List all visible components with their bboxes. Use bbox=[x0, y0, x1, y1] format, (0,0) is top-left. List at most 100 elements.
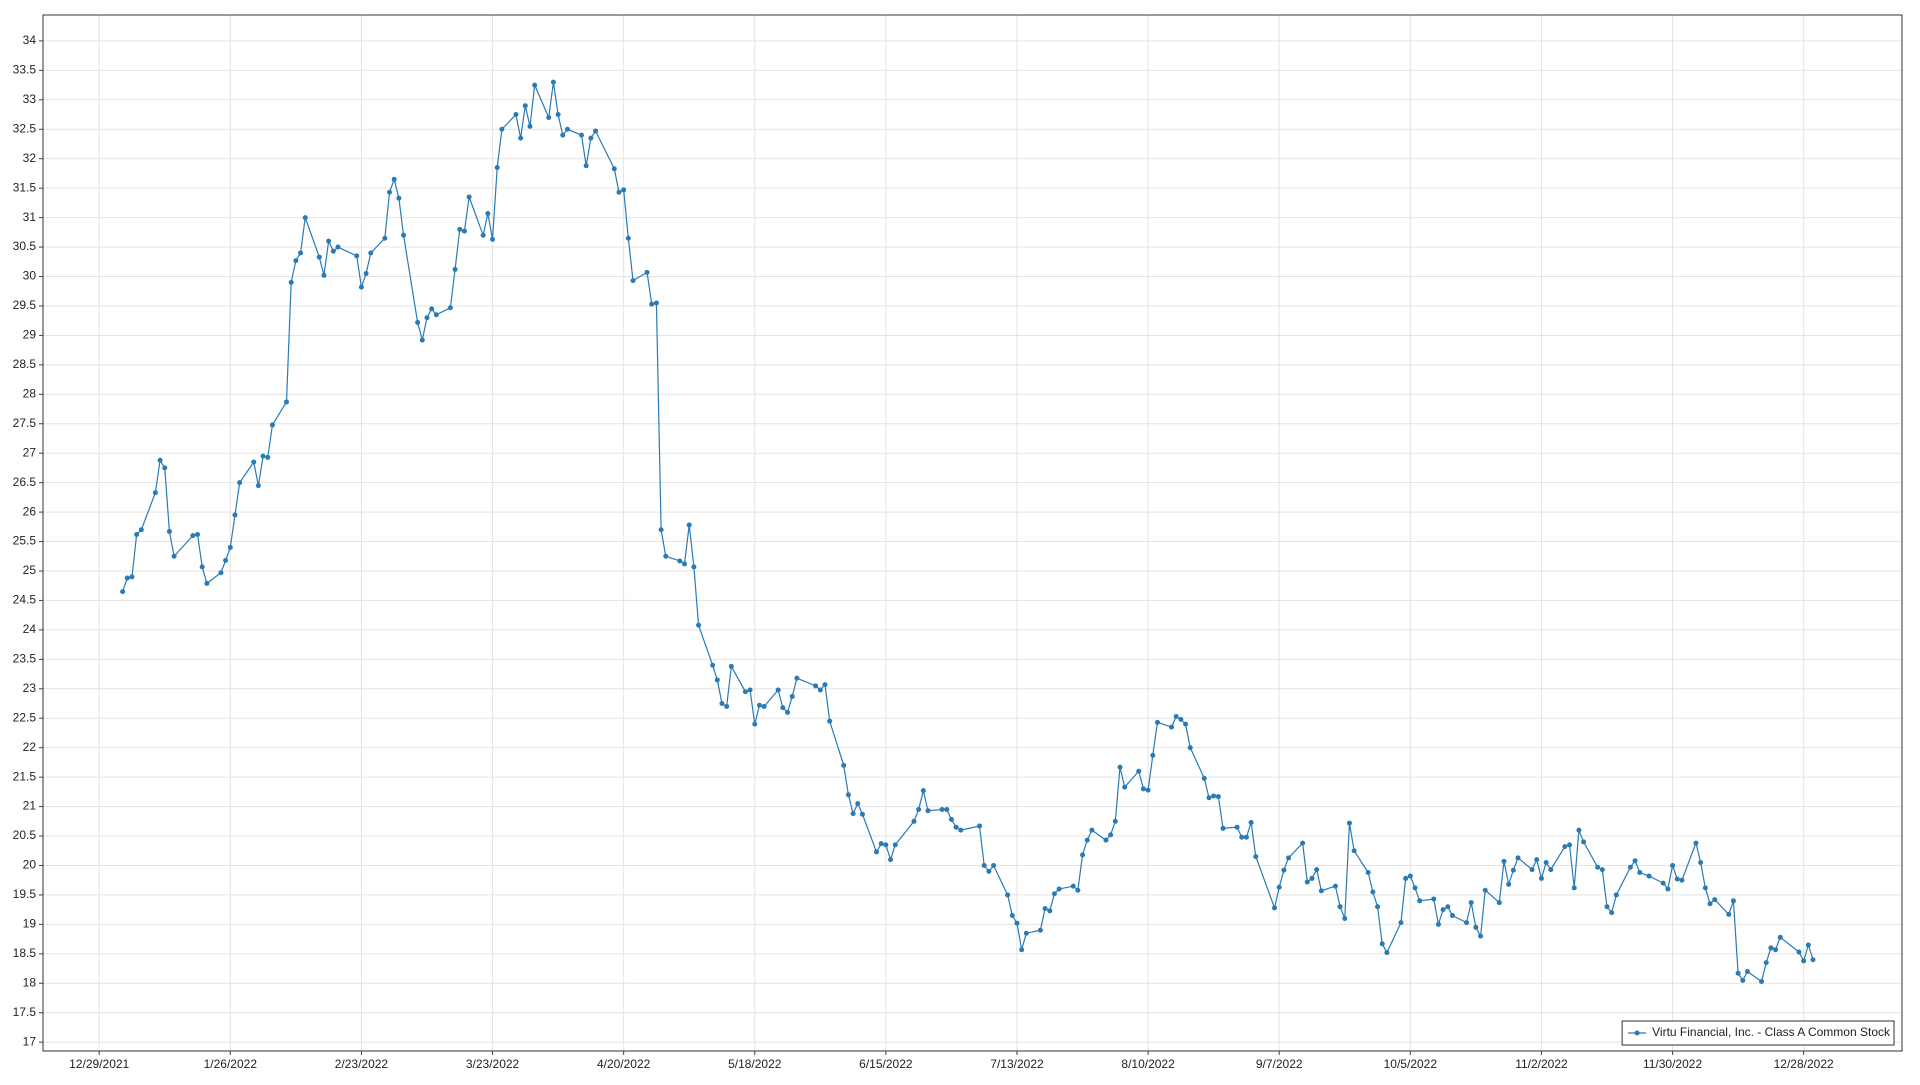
data-point bbox=[1384, 950, 1390, 956]
data-point bbox=[1412, 885, 1418, 891]
data-point bbox=[461, 228, 467, 234]
data-point bbox=[986, 868, 992, 874]
data-point bbox=[878, 841, 884, 847]
data-point bbox=[232, 512, 238, 518]
data-point bbox=[1646, 873, 1652, 879]
data-point bbox=[1318, 888, 1324, 894]
y-tick-label: 23 bbox=[23, 681, 37, 695]
data-point bbox=[518, 135, 524, 141]
data-point bbox=[981, 862, 987, 868]
data-point bbox=[1398, 920, 1404, 926]
data-point bbox=[424, 315, 430, 321]
data-point bbox=[1351, 848, 1357, 854]
data-point bbox=[1763, 960, 1769, 966]
data-point bbox=[204, 580, 210, 586]
data-point bbox=[1037, 927, 1043, 933]
x-tick-label: 6/15/2022 bbox=[859, 1057, 913, 1071]
y-tick-label: 25.5 bbox=[13, 534, 37, 548]
data-point bbox=[1342, 915, 1348, 921]
data-point bbox=[532, 82, 538, 88]
data-point bbox=[354, 253, 360, 259]
y-tick-label: 29 bbox=[23, 328, 37, 342]
y-tick-label: 26.5 bbox=[13, 475, 37, 489]
data-point bbox=[719, 701, 725, 707]
data-point bbox=[1005, 892, 1011, 898]
data-point bbox=[237, 480, 243, 486]
data-point bbox=[1403, 875, 1409, 881]
y-tick-label: 17 bbox=[23, 1034, 37, 1048]
data-point bbox=[883, 842, 889, 848]
legend-marker bbox=[1634, 1030, 1640, 1036]
data-point bbox=[742, 689, 748, 695]
data-point bbox=[789, 693, 795, 699]
data-point bbox=[649, 301, 655, 307]
data-point bbox=[916, 807, 922, 813]
data-point bbox=[218, 570, 224, 576]
y-tick-label: 25 bbox=[23, 563, 37, 577]
data-point bbox=[157, 457, 163, 463]
y-tick-label: 27.5 bbox=[13, 416, 37, 430]
data-point bbox=[1211, 793, 1217, 799]
data-point bbox=[991, 862, 997, 868]
y-tick-label: 19 bbox=[23, 917, 37, 931]
data-point bbox=[452, 266, 458, 272]
y-tick-label: 17.5 bbox=[13, 1005, 37, 1019]
data-point bbox=[977, 823, 983, 829]
data-point bbox=[1595, 864, 1601, 870]
data-point bbox=[1140, 786, 1146, 792]
data-point bbox=[1346, 820, 1352, 826]
y-tick-label: 20.5 bbox=[13, 828, 37, 842]
data-point bbox=[859, 811, 865, 817]
y-tick-label: 23.5 bbox=[13, 652, 37, 666]
data-point bbox=[358, 284, 364, 290]
data-point bbox=[1169, 724, 1175, 730]
data-point bbox=[363, 271, 369, 277]
y-tick-label: 31 bbox=[23, 210, 37, 224]
data-point bbox=[1154, 719, 1160, 725]
data-point bbox=[813, 683, 819, 689]
data-point bbox=[1103, 837, 1109, 843]
data-point bbox=[1599, 867, 1605, 873]
data-point bbox=[1407, 873, 1413, 879]
y-tick-label: 28 bbox=[23, 386, 37, 400]
data-point bbox=[494, 165, 500, 171]
data-point bbox=[1234, 824, 1240, 830]
data-point bbox=[560, 132, 566, 138]
data-point bbox=[1108, 832, 1114, 838]
y-tick-label: 30.5 bbox=[13, 239, 37, 253]
data-point bbox=[1173, 713, 1179, 719]
x-tick-label: 1/26/2022 bbox=[204, 1057, 258, 1071]
data-point bbox=[785, 709, 791, 715]
y-tick-label: 32 bbox=[23, 151, 37, 165]
y-tick-label: 31.5 bbox=[13, 180, 37, 194]
data-point bbox=[546, 114, 552, 120]
data-point bbox=[1801, 958, 1807, 964]
data-point bbox=[822, 682, 828, 688]
data-point bbox=[1019, 947, 1025, 953]
y-tick-label: 24.5 bbox=[13, 593, 37, 607]
y-tick-label: 19.5 bbox=[13, 887, 37, 901]
data-point bbox=[1744, 968, 1750, 974]
data-point bbox=[1136, 768, 1142, 774]
data-point bbox=[269, 422, 275, 428]
data-point bbox=[1702, 885, 1708, 891]
data-point bbox=[1613, 892, 1619, 898]
data-point bbox=[447, 305, 453, 311]
data-point bbox=[630, 278, 636, 284]
y-tick-label: 33.5 bbox=[13, 63, 37, 77]
x-tick-label: 10/5/2022 bbox=[1384, 1057, 1438, 1071]
data-point bbox=[1506, 881, 1512, 887]
data-point bbox=[1510, 867, 1516, 873]
data-point bbox=[1122, 784, 1128, 790]
data-point bbox=[644, 269, 650, 275]
data-point bbox=[682, 561, 688, 567]
data-point bbox=[195, 531, 201, 537]
data-point bbox=[166, 529, 172, 535]
data-point bbox=[944, 807, 950, 813]
data-point bbox=[1707, 901, 1713, 907]
data-point bbox=[499, 126, 505, 132]
data-point bbox=[1276, 884, 1282, 890]
data-point bbox=[429, 306, 435, 312]
data-point bbox=[288, 279, 294, 285]
